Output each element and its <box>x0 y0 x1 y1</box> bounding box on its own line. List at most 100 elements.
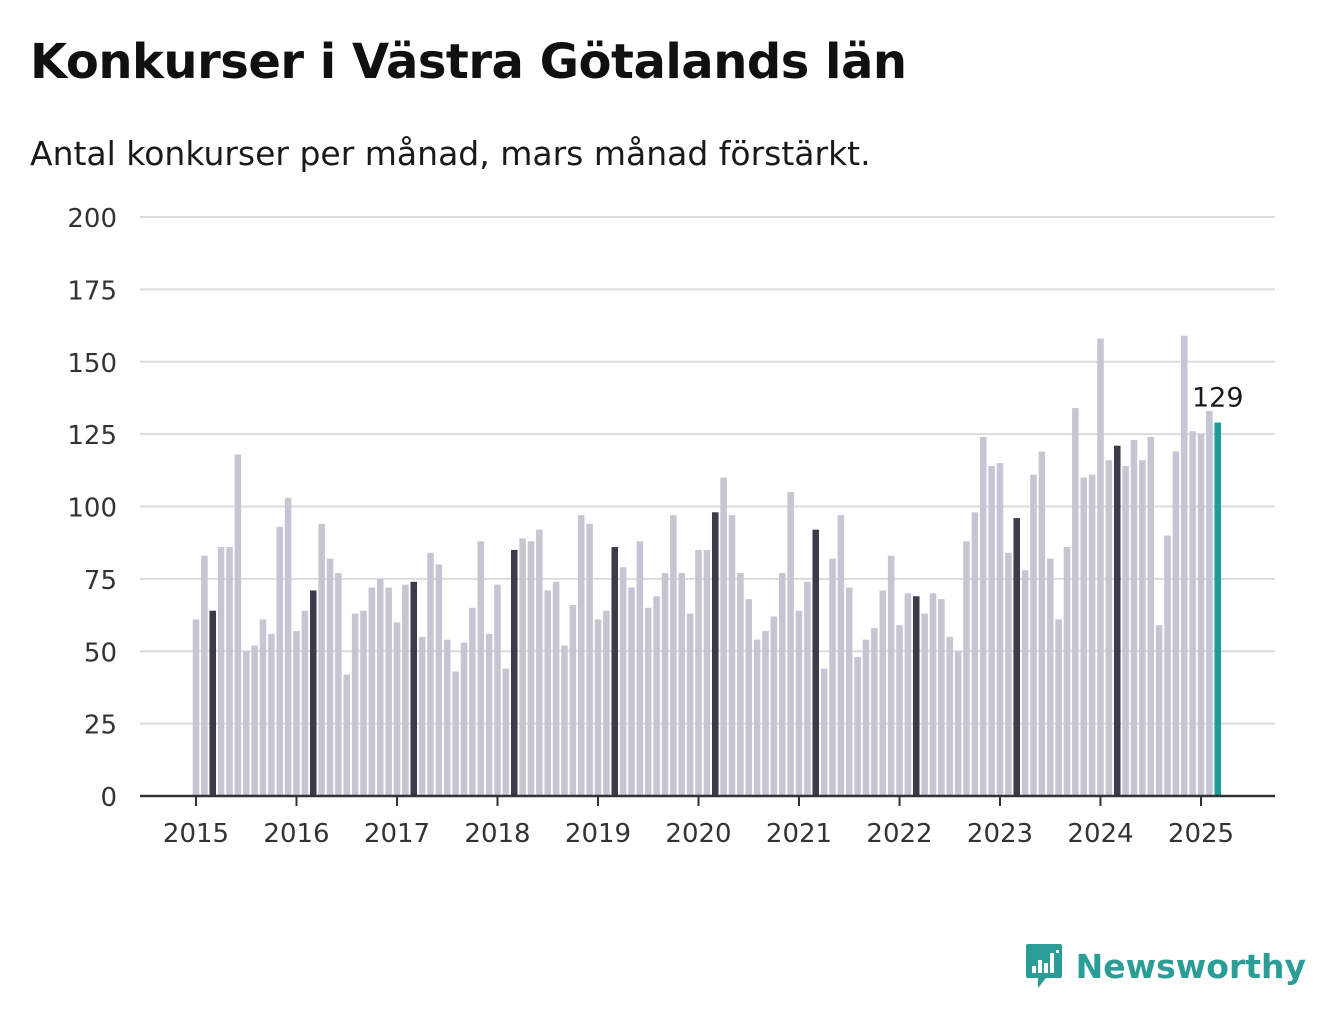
bar <box>452 671 459 796</box>
bar <box>938 599 945 796</box>
bar <box>887 555 895 796</box>
y-tick-label: 100 <box>67 494 117 524</box>
bar <box>896 625 903 796</box>
bar <box>217 547 225 796</box>
bar <box>1164 535 1171 796</box>
bar <box>971 512 979 796</box>
bar <box>845 587 853 796</box>
bar-march <box>711 512 719 796</box>
bar-march <box>912 596 920 796</box>
bar <box>661 573 669 796</box>
bar <box>871 628 878 796</box>
bar <box>1055 619 1062 796</box>
bar <box>904 593 912 796</box>
y-tick-label: 25 <box>84 711 117 741</box>
bar <box>242 651 250 796</box>
bar <box>837 515 845 796</box>
bar <box>192 619 200 796</box>
bar <box>385 587 392 796</box>
bar <box>301 610 309 796</box>
bar <box>502 668 510 796</box>
bar-march <box>812 529 820 796</box>
bar-march <box>209 610 217 796</box>
bar <box>418 636 426 796</box>
bar <box>293 630 300 796</box>
x-tick-label: 2019 <box>565 819 631 849</box>
bar <box>720 477 727 796</box>
bar <box>326 558 334 796</box>
bar <box>259 619 267 796</box>
bar <box>1072 408 1079 796</box>
bar <box>284 497 292 796</box>
bar <box>1122 465 1129 796</box>
bar-chart: 0 25 50 75 100 125 150 175 200 129 2015 2016 2017 201… <box>67 204 1275 849</box>
x-tick-label: 2021 <box>766 819 832 849</box>
bar-march <box>309 590 317 796</box>
bar <box>376 578 384 796</box>
bar <box>854 657 861 796</box>
bar <box>1038 451 1046 796</box>
bar <box>762 630 769 796</box>
chart-subtitle: Antal konkurser per månad, mars månad fö… <box>30 134 871 173</box>
x-tick-label: 2020 <box>665 819 731 849</box>
bar <box>879 590 887 796</box>
y-tick-label: 150 <box>67 349 117 379</box>
bar <box>1030 474 1037 796</box>
bar <box>862 639 870 796</box>
bar <box>1005 552 1012 796</box>
bar <box>360 610 367 796</box>
bar <box>276 526 284 796</box>
bar <box>787 492 794 796</box>
bar <box>745 599 753 796</box>
bar <box>435 564 443 796</box>
bar <box>1155 625 1163 796</box>
bar <box>988 465 995 796</box>
bar <box>628 587 635 796</box>
bar <box>477 541 485 796</box>
bar <box>234 454 242 796</box>
bar <box>1046 558 1054 796</box>
bar <box>728 515 736 796</box>
bar <box>804 581 811 796</box>
chart-title: Konkurser i Västra Götalands län <box>30 34 907 90</box>
bar <box>653 596 660 796</box>
bar <box>603 610 610 796</box>
bar <box>393 622 401 796</box>
bar <box>485 633 493 796</box>
bar <box>1080 477 1088 796</box>
bar <box>368 587 376 796</box>
bar <box>929 593 937 796</box>
bar <box>770 616 778 796</box>
bar-march <box>1113 445 1121 796</box>
bar <box>753 639 761 796</box>
bar <box>335 573 342 796</box>
bar <box>536 529 543 796</box>
bar <box>1206 410 1213 796</box>
bar <box>954 651 962 796</box>
bar <box>1088 474 1096 796</box>
bar <box>552 581 560 796</box>
bar <box>1147 437 1155 796</box>
y-tick-label: 200 <box>67 204 117 234</box>
bar-march <box>611 547 619 796</box>
bar <box>226 547 233 796</box>
bar <box>1130 439 1138 796</box>
bar-march <box>1013 518 1021 796</box>
y-tick-label: 125 <box>67 421 117 451</box>
bar <box>1197 434 1205 796</box>
x-tick-label: 2024 <box>1067 819 1133 849</box>
bar <box>351 613 359 796</box>
brand-name: Newsworthy <box>1075 946 1306 986</box>
y-tick-label: 50 <box>84 638 117 668</box>
bar <box>1063 547 1071 796</box>
bar <box>670 515 677 796</box>
y-tick-label: 75 <box>84 566 117 596</box>
bar <box>586 523 593 796</box>
bar <box>703 549 711 796</box>
bar <box>996 463 1004 796</box>
bar <box>636 541 644 796</box>
bar <box>1097 338 1104 796</box>
bar <box>921 613 928 796</box>
x-tick-label: 2016 <box>263 819 329 849</box>
bar <box>678 573 686 796</box>
